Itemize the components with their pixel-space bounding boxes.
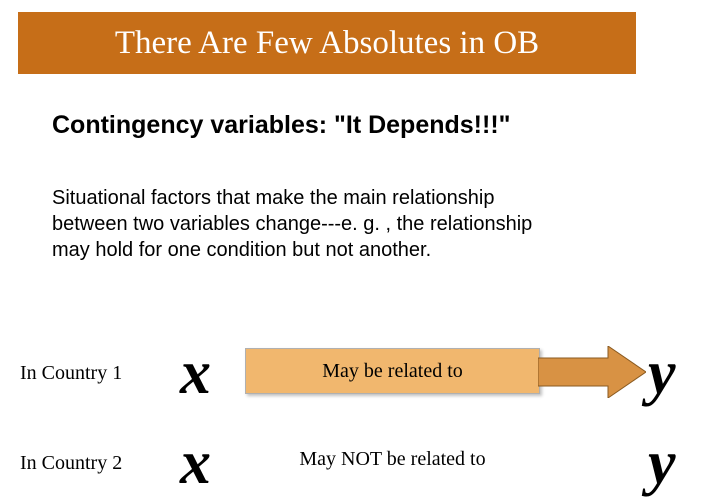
subtitle: Contingency variables: "It Depends!!!" (52, 110, 612, 141)
body-paragraph: Situational factors that make the main r… (52, 185, 572, 263)
relation-text: May NOT be related to (245, 448, 540, 471)
country-label: In Country 1 (20, 362, 122, 385)
variable-x: x (180, 342, 211, 404)
relation-text: May be related to (322, 360, 463, 383)
title-bar: There Are Few Absolutes in OB (18, 12, 636, 74)
relation-row-1: In Country 1 x May be related to y (0, 340, 720, 410)
relation-box: May be related to (245, 348, 540, 394)
arrow-right-icon (538, 346, 646, 398)
variable-y: y (648, 432, 676, 494)
slide-title: There Are Few Absolutes in OB (115, 25, 539, 62)
relation-row-2: In Country 2 x May NOT be related to y (0, 430, 720, 500)
variable-x: x (180, 432, 211, 494)
variable-y: y (648, 342, 676, 404)
country-label: In Country 2 (20, 452, 122, 475)
